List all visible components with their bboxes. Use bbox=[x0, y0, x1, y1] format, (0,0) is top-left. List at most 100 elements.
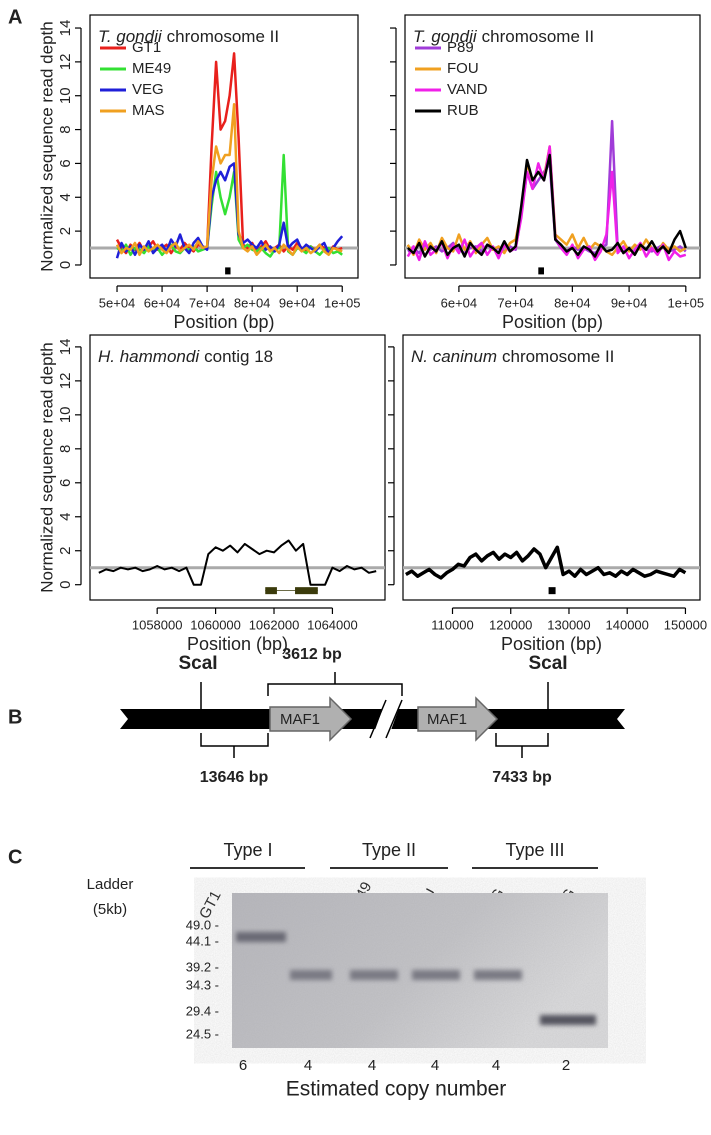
gene-arrow bbox=[269, 696, 353, 742]
plot-area bbox=[90, 52, 358, 259]
ladder-mark: 34.3 - bbox=[186, 977, 219, 992]
plot-area bbox=[405, 119, 700, 262]
legend-label: P89 bbox=[447, 39, 474, 56]
y-axis-label: Normalized sequence read depth bbox=[37, 342, 56, 592]
distance-label: 13646 bp bbox=[200, 769, 269, 786]
gel-band bbox=[540, 1015, 596, 1025]
x-tick-label: 9e+04 bbox=[279, 295, 316, 310]
gel-band bbox=[474, 970, 522, 980]
chart: T. gondii chromosome II 6e+04 7e+04 8e+04 9e+… bbox=[390, 14, 705, 332]
legend-label: RUB bbox=[447, 102, 479, 119]
copy-number: 4 bbox=[431, 1057, 439, 1074]
ladder-mark: 39.2 - bbox=[186, 959, 219, 974]
data-line bbox=[407, 119, 687, 255]
title-part: T. gondii bbox=[98, 27, 163, 46]
chart-title: N. caninum chromosome II bbox=[411, 347, 614, 366]
plot-frame bbox=[402, 334, 701, 601]
y-tick-label: 0 bbox=[57, 581, 74, 589]
gel-band bbox=[236, 932, 286, 942]
plot-area bbox=[403, 545, 700, 580]
ladder-mark: 24.5 - bbox=[186, 1026, 219, 1041]
group-label: Type II bbox=[362, 840, 416, 860]
enzyme-label: ScaI bbox=[178, 653, 217, 674]
data-line bbox=[405, 545, 687, 580]
brace bbox=[200, 733, 269, 758]
x-tick-label: 1e+05 bbox=[668, 295, 705, 310]
data-line bbox=[98, 539, 377, 586]
gene-diagram: MAF1 MAF1 ScaI ScaI 3612 bp 13646 bp 743… bbox=[120, 646, 625, 786]
y-tick-label: 2 bbox=[57, 547, 74, 555]
group-label: Type III bbox=[505, 840, 564, 860]
ladder-mark: 49.0 - bbox=[186, 917, 219, 932]
title-part: T. gondii bbox=[413, 27, 478, 46]
chromosome-bar bbox=[120, 709, 625, 729]
chart: H. hammondi contig 18 0 2 4 6 8 10 12 14Normalize… bbox=[37, 334, 386, 654]
x-tick-label: 1058000 bbox=[132, 617, 183, 632]
x-tick-label: 1e+05 bbox=[324, 295, 361, 310]
x-tick-label: 130000 bbox=[547, 617, 590, 632]
x-tick-label: 7e+04 bbox=[189, 295, 226, 310]
copy-number: 6 bbox=[239, 1057, 247, 1074]
y-tick-label: 6 bbox=[57, 159, 74, 167]
x-tick-label: 6e+04 bbox=[144, 295, 181, 310]
feature bbox=[548, 587, 556, 595]
ladder-label: (5kb) bbox=[93, 901, 127, 918]
y-axis-label: Normalized sequence read depth bbox=[37, 21, 56, 271]
x-axis-label: Position (bp) bbox=[502, 312, 603, 332]
panel-label: C bbox=[8, 846, 22, 868]
x-tick-label: 140000 bbox=[606, 617, 649, 632]
chart-title: T. gondii chromosome II bbox=[98, 27, 279, 46]
y-tick-label: 14 bbox=[57, 20, 74, 37]
distance-label: 7433 bp bbox=[492, 769, 552, 786]
break-gap bbox=[372, 700, 402, 738]
x-tick-label: 1064000 bbox=[307, 617, 358, 632]
feature bbox=[265, 587, 277, 595]
ladder-mark: 44.1 - bbox=[186, 933, 219, 948]
legend-label: FOU bbox=[447, 60, 479, 77]
plot-frame bbox=[89, 334, 386, 601]
y-tick-label: 6 bbox=[57, 479, 74, 487]
x-axis-label: Position (bp) bbox=[501, 634, 602, 654]
y-tick-label: 8 bbox=[57, 125, 74, 133]
title-part: chromosome II bbox=[167, 27, 279, 46]
copy-number: 2 bbox=[562, 1057, 570, 1074]
gel-band bbox=[290, 970, 332, 980]
enzyme-label: ScaI bbox=[528, 653, 567, 674]
y-tick-label: 10 bbox=[57, 87, 74, 104]
legend-label: GT1 bbox=[132, 39, 161, 56]
distance-label: 3612 bp bbox=[282, 646, 342, 663]
brace bbox=[267, 672, 403, 696]
y-tick-label: 0 bbox=[57, 261, 74, 269]
brace bbox=[495, 733, 549, 758]
legend-label: MAS bbox=[132, 102, 165, 119]
chart: N. caninum chromosome II 110000 120000 13000… bbox=[388, 334, 707, 654]
y-tick-label: 12 bbox=[57, 373, 74, 390]
panel-label: A bbox=[8, 6, 22, 28]
legend-label: ME49 bbox=[132, 60, 171, 77]
x-tick-label: 5e+04 bbox=[99, 295, 136, 310]
y-tick-label: 4 bbox=[57, 193, 74, 201]
gel-band bbox=[412, 970, 460, 980]
feature bbox=[295, 587, 318, 595]
x-tick-label: 8e+04 bbox=[554, 295, 591, 310]
title-part: H. hammondi bbox=[98, 347, 200, 366]
x-tick-label: 8e+04 bbox=[234, 295, 271, 310]
ladder-label: Ladder bbox=[87, 876, 134, 893]
title-part: chromosome II bbox=[502, 347, 614, 366]
data-line bbox=[115, 102, 343, 257]
chart-title: T. gondii chromosome II bbox=[413, 27, 594, 46]
gene-label: MAF1 bbox=[427, 711, 467, 728]
copy-number: 4 bbox=[368, 1057, 376, 1074]
break-mark bbox=[385, 699, 403, 739]
title-part: N. caninum bbox=[411, 347, 497, 366]
group-label: Type I bbox=[223, 840, 272, 860]
break-mark bbox=[369, 699, 387, 739]
x-tick-label: 6e+04 bbox=[441, 295, 478, 310]
x-axis-label: Position (bp) bbox=[187, 634, 288, 654]
x-tick-label: 1060000 bbox=[190, 617, 241, 632]
y-tick-label: 14 bbox=[57, 339, 74, 356]
gel-panel: Type I Type II Type III Ladder (5kb) GT1… bbox=[87, 840, 608, 1101]
x-axis-label: Position (bp) bbox=[173, 312, 274, 332]
gel-band bbox=[350, 970, 398, 980]
